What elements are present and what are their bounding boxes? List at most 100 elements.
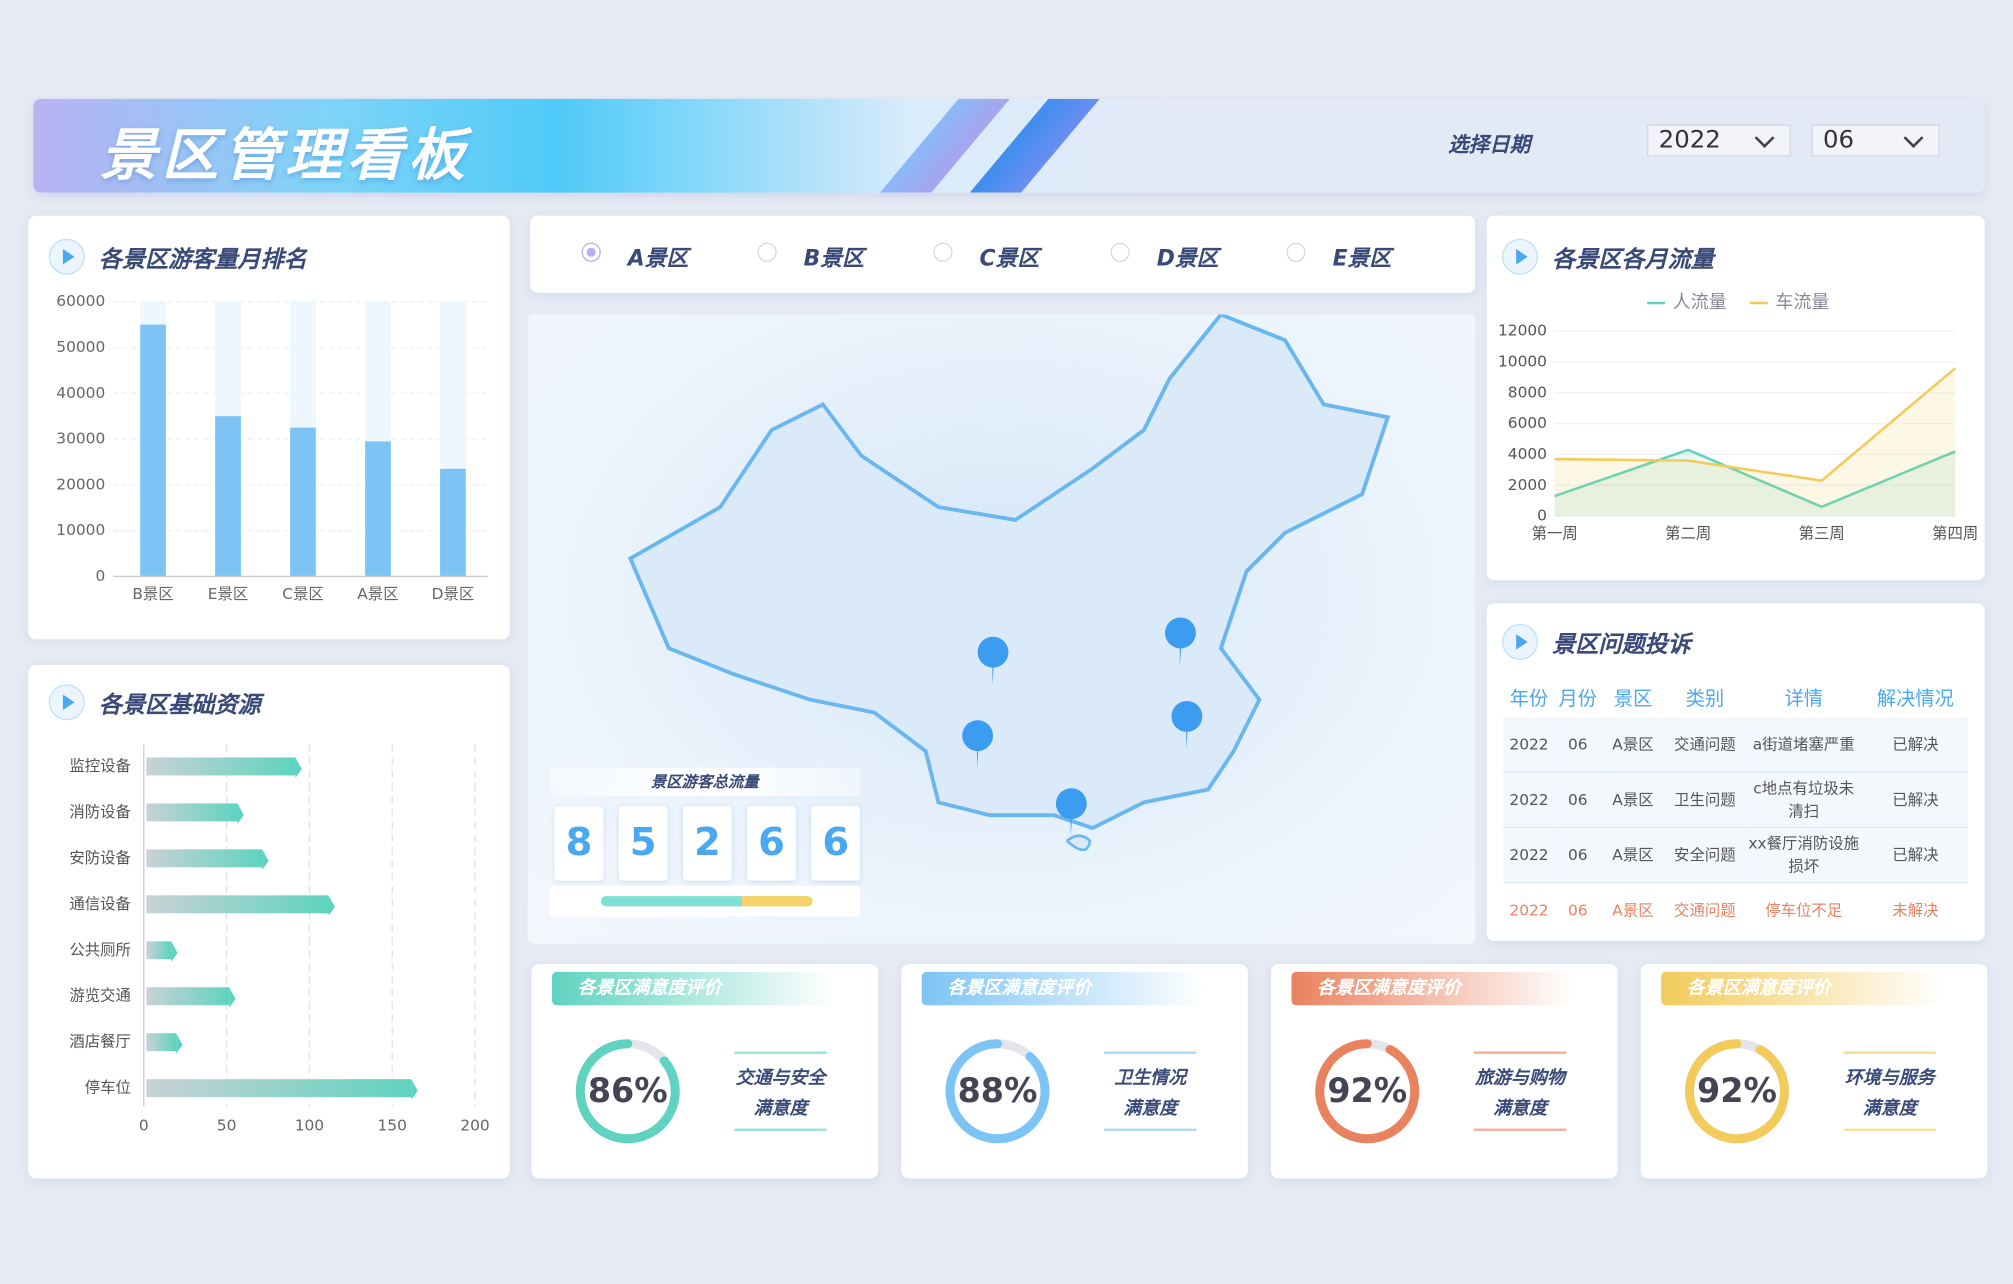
gauge-arc (575, 1039, 680, 1144)
area (1554, 449, 1956, 517)
y-tick-label: 10000 (56, 521, 105, 539)
y-tick-label: 2000 (1508, 476, 1547, 494)
country-outline (627, 312, 1391, 831)
tab[interactable]: B景区 (803, 246, 864, 273)
table-cell: A景区 (1600, 827, 1666, 884)
pin (1171, 700, 1203, 750)
y-tick-label: 50000 (56, 338, 105, 356)
table-row: 2022 06 A景区 交通问题 停车位不足 未解决 (1503, 882, 1969, 938)
bar (146, 987, 230, 1006)
tab[interactable]: E景区 (1332, 246, 1392, 273)
radio[interactable] (757, 242, 777, 262)
tab[interactable]: D景区 (1156, 246, 1219, 273)
y-tick-label: 酒店餐厅 (69, 1033, 131, 1051)
x-tick-label: 150 (378, 1116, 407, 1134)
y-tick-label: 游览交通 (69, 987, 131, 1005)
gauge-title: 各景区满意度评价 (1661, 971, 1944, 1006)
icon (48, 684, 85, 721)
area (1554, 368, 1956, 517)
gauge-title: 各景区满意度评价 (921, 971, 1205, 1006)
table-cell: 已解决 (1862, 772, 1969, 829)
table-cell: 卫生问题 (1665, 772, 1745, 829)
y-tick-label: 12000 (1498, 322, 1547, 340)
table-cell: 安全问题 (1665, 827, 1745, 884)
y-tick-label: 8000 (1508, 383, 1547, 401)
radio[interactable] (933, 242, 953, 262)
table-cell: 已解决 (1862, 717, 1969, 773)
y-tick-label: 消防设备 (69, 803, 131, 821)
bar-cap (176, 1033, 183, 1054)
table-cell: A景区 (1600, 717, 1666, 773)
pin (962, 720, 994, 769)
panel-title: 各景区各月流量 (1552, 246, 1714, 274)
table-cell: A景区 (1600, 882, 1666, 938)
panel-title: 景区问题投诉 (1552, 631, 1691, 659)
x-tick-label: D景区 (432, 585, 475, 603)
column-header: 类别 (1685, 686, 1725, 710)
table-cell: c地点有垃圾未清扫 (1744, 772, 1863, 829)
y-tick-label: 10000 (1498, 353, 1547, 371)
y-tick-label: 0 (95, 567, 105, 585)
gauge-arc (1684, 1039, 1789, 1144)
x-tick-label: E景区 (208, 585, 249, 603)
gauge-label: 满意度 (754, 1098, 811, 1119)
table-cell: 未解决 (1862, 882, 1969, 938)
progress (549, 885, 861, 917)
month-select[interactable]: 06 (1811, 124, 1940, 157)
y-tick-label: 30000 (56, 430, 105, 448)
bar (290, 427, 316, 577)
bar (146, 895, 329, 914)
radio[interactable] (1110, 242, 1130, 262)
date-label: 选择日期 (1448, 132, 1531, 157)
digit: 8 (554, 806, 604, 881)
tab[interactable]: A景区 (627, 246, 689, 273)
panel-title: 各景区游客量月排名 (98, 246, 307, 274)
table-row: 2022 06 A景区 安全问题 xx餐厅消防设施损坏 已解决 (1503, 827, 1969, 884)
bar (140, 324, 166, 577)
radio[interactable] (1286, 242, 1306, 262)
gauge-label: 满意度 (1863, 1098, 1920, 1119)
pin (977, 636, 1009, 686)
pin (1165, 617, 1196, 667)
line (1554, 367, 1957, 483)
gauge-title: 各景区满意度评价 (1291, 971, 1574, 1006)
bar (440, 468, 466, 577)
legend-label: 车流量 (1775, 292, 1829, 313)
x-tick-label: 第二周 (1665, 525, 1711, 543)
y-tick-label: 通信设备 (69, 895, 131, 913)
bar-cap (328, 895, 335, 916)
gauge-label: 交通与安全 (736, 1067, 829, 1088)
bar (146, 849, 263, 868)
table-cell: 06 (1554, 827, 1601, 884)
pin (1055, 788, 1087, 838)
table-cell: 2022 (1503, 882, 1555, 938)
table-cell: 已解决 (1862, 827, 1969, 884)
bar-cap (262, 849, 269, 870)
gauge-label: 卫生情况 (1114, 1067, 1189, 1088)
radio[interactable] (581, 242, 601, 262)
year-select[interactable]: 2022 (1647, 124, 1791, 157)
panel-title: 各景区基础资源 (98, 691, 261, 719)
table-cell: 交通问题 (1665, 717, 1745, 773)
tab-bar (530, 215, 1476, 293)
digit: 2 (682, 806, 732, 881)
gauge-value: 88% (958, 1071, 1038, 1110)
y-tick-label: 监控设备 (69, 757, 131, 775)
digit: 6 (747, 806, 796, 881)
bar-cap (295, 757, 302, 778)
column-header: 年份 (1509, 686, 1549, 710)
bar-cap (411, 1079, 418, 1100)
bar-cap (171, 941, 178, 962)
bar (146, 1033, 177, 1052)
y-tick-label: 40000 (56, 384, 105, 402)
gauge-label: 满意度 (1493, 1098, 1550, 1119)
x-tick-label: 第四周 (1932, 525, 1978, 543)
complaint-table: 年份 月份 景区 类别 详情 解决情况 2022 06 A景区 交通问题 a街道堵塞严重 已解决 202… (1503, 677, 1969, 938)
table-cell: a街道堵塞严重 (1744, 717, 1863, 773)
x-tick-label: 第三周 (1799, 525, 1845, 543)
x-tick-label: 第一周 (1532, 525, 1578, 543)
table-cell: xx餐厅消防设施损坏 (1744, 827, 1863, 884)
tab[interactable]: C景区 (979, 246, 1040, 273)
